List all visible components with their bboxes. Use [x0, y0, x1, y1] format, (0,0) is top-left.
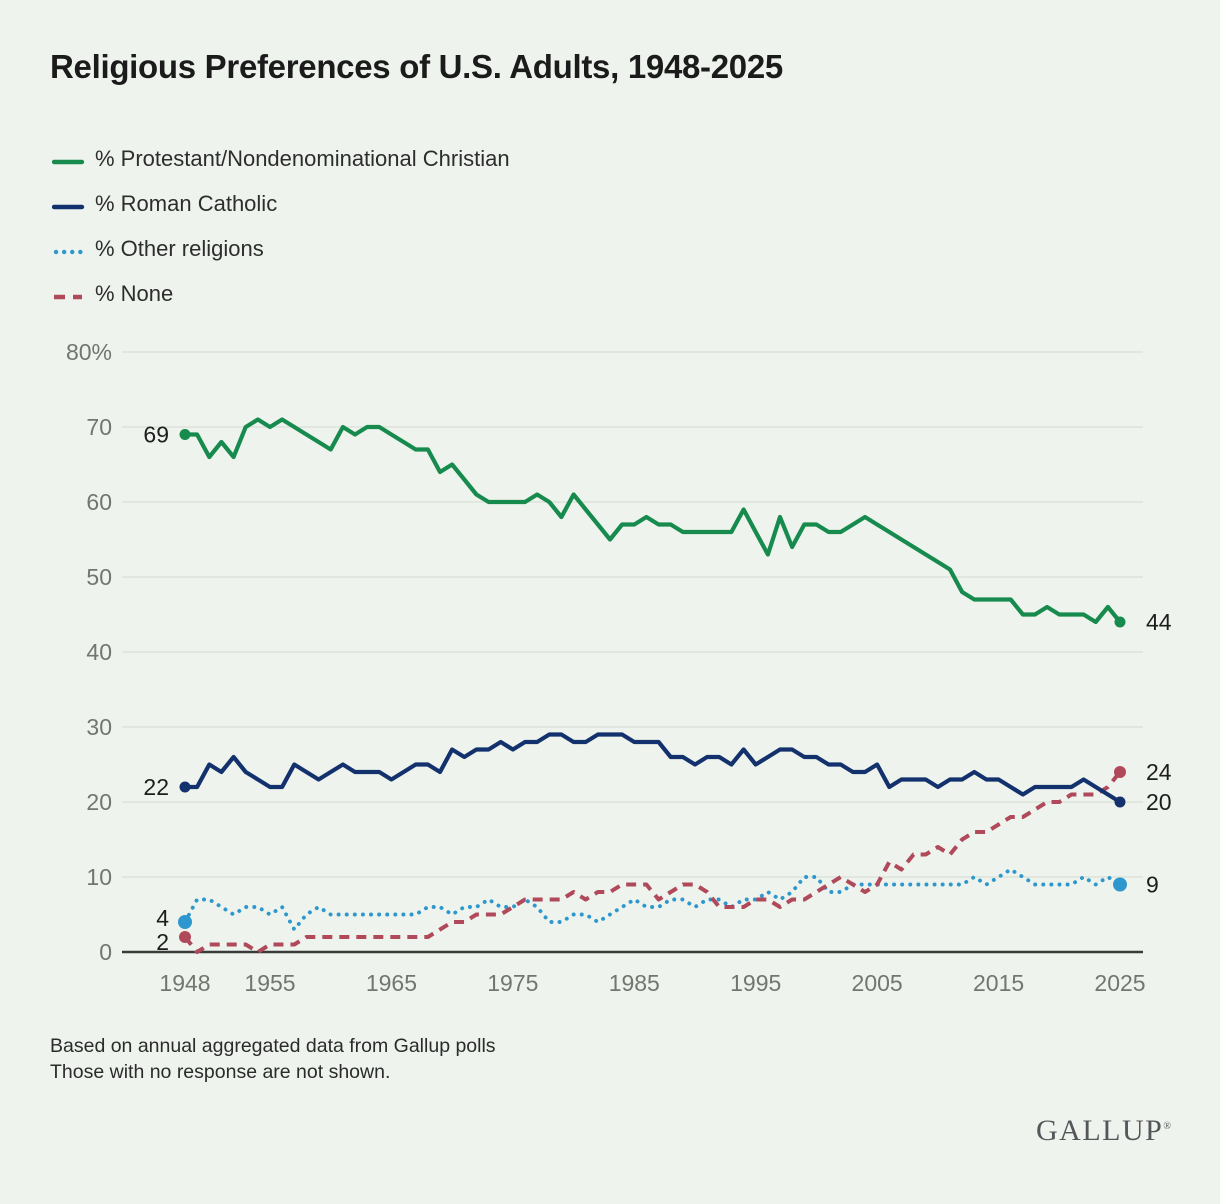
series-end-label-catholic: 20 — [1146, 789, 1172, 815]
y-tick-label-60: 60 — [86, 489, 112, 515]
footnote-line-1: Based on annual aggregated data from Gal… — [50, 1035, 496, 1057]
series-end-label-none: 24 — [1146, 759, 1172, 785]
legend-line-none-icon — [54, 294, 82, 299]
x-tick-label-1955: 1955 — [244, 970, 295, 996]
series-start-label-protestant: 69 — [143, 422, 169, 448]
x-tick-label-1975: 1975 — [487, 970, 538, 996]
legend-item-protestant: % Protestant/Nondenominational Christian — [51, 136, 510, 181]
series-line-other — [183, 867, 1122, 932]
x-tick-label-1995: 1995 — [730, 970, 781, 996]
x-tick-label-1948: 1948 — [159, 970, 210, 996]
series-start-dot-catholic — [179, 781, 191, 793]
series-start-label-other: 4 — [156, 905, 169, 931]
legend-swatch-other — [52, 244, 89, 254]
legend-line-other-icon — [53, 249, 89, 254]
series-start-dot-none — [179, 931, 191, 943]
legend: % Protestant/Nondenominational Christian… — [51, 136, 510, 316]
y-tick-label-70: 70 — [86, 414, 112, 440]
series-end-dot-none — [1114, 766, 1126, 778]
legend-swatch-catholic — [51, 199, 86, 209]
legend-item-none: % None — [52, 271, 510, 316]
gallup-logo: GALLUP® — [1036, 1114, 1171, 1147]
legend-swatch-none — [52, 289, 86, 299]
series-line-catholic — [182, 732, 1123, 805]
series-end-label-other: 9 — [1146, 872, 1159, 898]
footnote: Based on annual aggregated data from Gal… — [50, 1034, 496, 1086]
series-line-none — [183, 770, 1122, 954]
x-tick-label-2015: 2015 — [973, 970, 1024, 996]
legend-swatch-protestant — [51, 154, 86, 164]
y-tick-label-80: 80% — [66, 339, 112, 365]
page-title: Religious Preferences of U.S. Adults, 19… — [50, 48, 783, 85]
y-tick-label-10: 10 — [86, 864, 112, 890]
x-tick-label-1985: 1985 — [609, 970, 660, 996]
series-start-label-catholic: 22 — [143, 774, 169, 800]
y-tick-label-40: 40 — [86, 639, 112, 665]
legend-item-catholic: % Roman Catholic — [51, 181, 510, 226]
footnote-line-2: Those with no response are not shown. — [50, 1060, 391, 1083]
series-line-protestant — [182, 417, 1123, 625]
legend-line-protestant-icon — [51, 159, 85, 164]
y-tick-label-50: 50 — [86, 564, 112, 590]
legend-label-catholic: % Roman Catholic — [95, 190, 278, 216]
legend-label-protestant: % Protestant/Nondenominational Christian — [95, 145, 510, 171]
series-end-dot-catholic — [1114, 796, 1126, 808]
series-start-dot-protestant — [179, 429, 191, 440]
y-tick-label-20: 20 — [86, 789, 112, 815]
legend-item-other: % Other religions — [52, 226, 510, 271]
series-start-dot-other — [178, 915, 192, 929]
registered-mark-icon: ® — [1163, 1121, 1171, 1132]
x-tick-label-1965: 1965 — [366, 970, 417, 996]
legend-label-none: % None — [95, 280, 174, 306]
x-tick-label-2025: 2025 — [1094, 970, 1145, 996]
series-start-label-none: 2 — [156, 929, 169, 955]
series-end-dot-protestant — [1114, 616, 1126, 628]
y-tick-label-0: 0 — [99, 939, 112, 965]
legend-line-catholic-icon — [51, 204, 85, 209]
series-end-label-protestant: 44 — [1146, 609, 1172, 635]
series-end-dot-other — [1113, 877, 1127, 892]
x-tick-label-2005: 2005 — [852, 970, 903, 996]
legend-label-other: % Other religions — [95, 235, 264, 261]
y-tick-label-30: 30 — [86, 714, 112, 740]
